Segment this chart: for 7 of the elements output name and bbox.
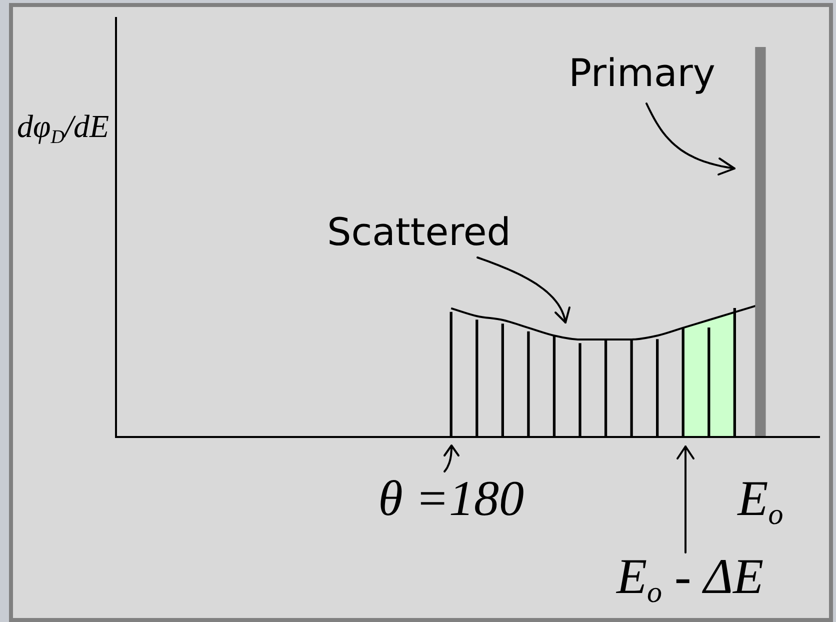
bar	[755, 47, 766, 437]
text: E$_{o}$ - ΔE	[616, 548, 764, 609]
annotation: Primary	[568, 51, 716, 95]
x-tick-label: θ =180	[378, 470, 524, 526]
y-axis-title: dφ$_{D}$/dE	[17, 108, 109, 148]
annotation: Scattered	[327, 210, 511, 254]
x-tick-label: E$_{o}$	[738, 470, 784, 531]
